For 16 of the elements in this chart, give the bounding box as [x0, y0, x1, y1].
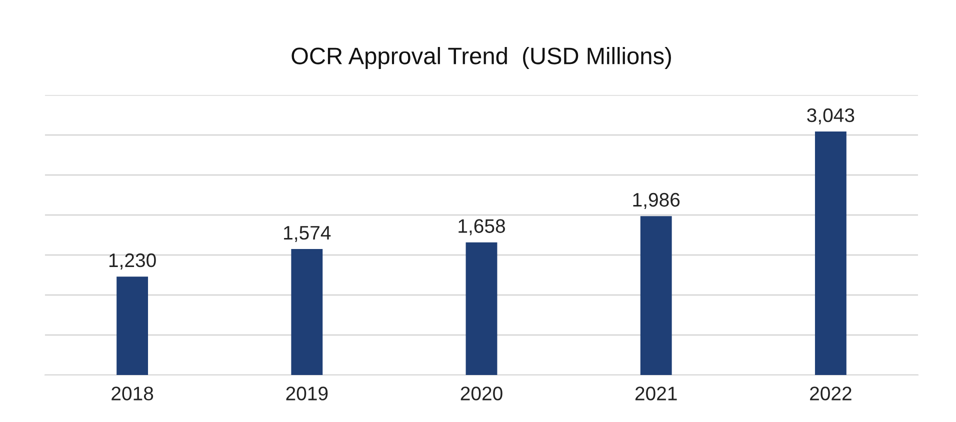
chart-title: OCR Approval Trend (USD Millions)	[292, 46, 671, 70]
x-tick-label: 2018	[112, 386, 154, 400]
x-tick-label: 2020	[460, 386, 502, 400]
bar	[466, 242, 498, 375]
bar	[814, 132, 846, 375]
x-tick-label: 2021	[635, 386, 677, 400]
data-label: 1,574	[284, 226, 331, 242]
bar	[640, 216, 672, 375]
data-label: 1,230	[109, 253, 156, 270]
data-label: 3,043	[807, 108, 854, 124]
bar	[291, 249, 323, 375]
bar	[116, 276, 148, 375]
x-tick-label: 2019	[286, 386, 328, 400]
data-label: 1,658	[458, 219, 505, 236]
x-tick-label: 2022	[810, 386, 852, 400]
data-label: 1,986	[633, 192, 680, 209]
